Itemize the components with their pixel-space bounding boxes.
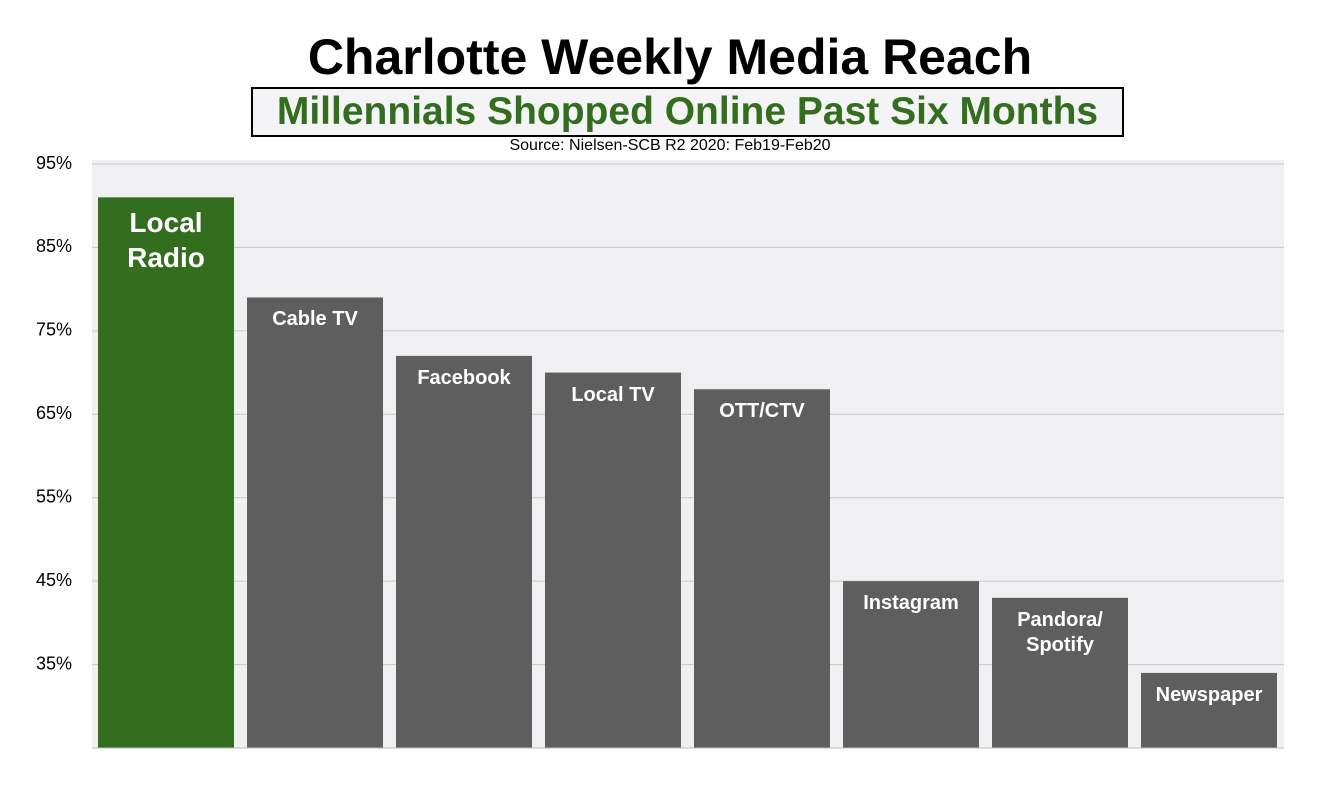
chart-subtitle: Millennials Shopped Online Past Six Mont… [251,87,1124,137]
bar-label: Cable TV [272,308,358,331]
y-tick-label: 35% [36,653,72,673]
bar-label: Facebook [417,366,511,389]
y-tick-label: 75% [36,320,72,340]
bar [545,372,681,748]
bar [1141,672,1277,748]
bar [98,197,234,748]
bar [843,581,979,748]
y-tick-label: 45% [36,570,72,590]
y-tick-label: 95% [36,153,72,173]
bar-label: Pandora/ Spotify [1017,608,1103,656]
y-tick-label: 65% [36,403,72,423]
bar [992,597,1128,748]
bar-label: OTT/CTV [719,400,805,423]
source-note: Source: Nielsen-SCB R2 2020: Feb19-Feb20 [509,137,831,154]
bar [247,297,383,748]
bar-label: Newspaper [1155,683,1263,706]
y-tick-label: 55% [36,486,72,506]
bar-label: Local Radio [127,207,205,274]
bar-label: Local TV [571,383,655,406]
bar [396,355,532,748]
y-tick-label: 85% [36,236,72,256]
bar-label: Instagram [863,592,959,615]
bar [694,389,830,748]
chart-title: Charlotte Weekly Media Reach [307,29,1033,85]
